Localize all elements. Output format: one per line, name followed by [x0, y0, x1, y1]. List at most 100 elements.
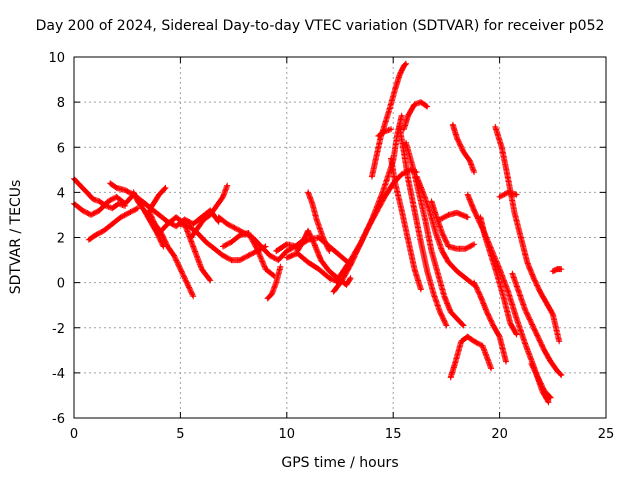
data-point: [217, 215, 220, 219]
data-point: [449, 310, 452, 314]
data-point: [270, 292, 274, 296]
data-point: [389, 157, 393, 160]
data-point: [157, 213, 161, 217]
data-point: [174, 225, 178, 228]
data-point: [117, 202, 120, 205]
data-point: [536, 376, 540, 379]
series-arc-22: [396, 123, 450, 329]
data-point: [411, 164, 414, 167]
data-point: [447, 261, 450, 264]
data-point: [200, 267, 203, 271]
data-point: [108, 182, 112, 185]
series-arc-12: [264, 263, 284, 302]
data-point: [221, 245, 225, 248]
data-point: [338, 274, 342, 278]
data-point: [274, 249, 278, 253]
data-point: [415, 175, 418, 178]
data-point: [302, 238, 306, 241]
data-point: [436, 272, 440, 275]
data-point: [400, 209, 403, 212]
data-point: [226, 184, 229, 187]
data-point: [464, 247, 467, 250]
data-point: [419, 240, 423, 244]
data-points: [71, 60, 565, 406]
data-point: [551, 313, 554, 316]
data-point: [472, 340, 476, 343]
data-point: [532, 276, 535, 280]
data-point: [432, 292, 435, 296]
data-point: [153, 222, 157, 226]
data-marker-trace: [464, 333, 495, 372]
data-point: [430, 200, 433, 203]
series-arc-37: [528, 360, 554, 401]
data-point: [381, 191, 384, 194]
data-point: [494, 125, 497, 129]
data-point: [509, 322, 512, 325]
series-arc-29: [449, 121, 478, 176]
data-point: [234, 227, 237, 230]
data-point: [523, 308, 527, 311]
data-point: [398, 73, 401, 77]
data-marker-trace: [464, 191, 552, 406]
data-marker-trace: [437, 209, 471, 223]
series-arc-14: [283, 250, 343, 286]
data-point: [85, 191, 88, 194]
data-point: [266, 297, 269, 300]
data-marker-trace: [337, 112, 405, 279]
series-arc-3: [85, 205, 141, 243]
data-point: [87, 238, 91, 241]
data-point: [157, 231, 161, 235]
data-point: [426, 270, 429, 273]
data-point: [313, 243, 316, 246]
data-point: [89, 213, 93, 217]
data-point: [217, 220, 220, 223]
x-tick-label: 25: [598, 427, 615, 442]
data-point: [208, 279, 212, 282]
data-point: [136, 206, 140, 210]
series-arc-32: [471, 279, 509, 365]
data-point: [536, 335, 540, 338]
data-point: [511, 272, 514, 275]
data-point: [370, 175, 374, 178]
data-point: [466, 215, 469, 219]
data-point: [481, 344, 484, 347]
data-point: [419, 100, 423, 104]
data-point: [402, 150, 406, 153]
data-point: [277, 258, 280, 262]
x-axis-label: GPS time / hours: [281, 455, 399, 471]
data-point: [398, 125, 401, 129]
series-arc-5: [130, 189, 167, 250]
data-point: [123, 188, 127, 192]
data-point: [543, 349, 546, 352]
data-point: [506, 290, 510, 293]
data-point: [434, 213, 437, 217]
data-point: [340, 279, 344, 282]
data-point: [492, 324, 495, 327]
data-point: [191, 222, 195, 226]
data-point: [466, 193, 469, 196]
data-point: [453, 362, 457, 366]
data-point: [79, 184, 82, 187]
data-point: [549, 360, 552, 363]
series-arc-38: [549, 266, 565, 275]
y-tick-label: -4: [52, 367, 65, 382]
data-point: [455, 247, 459, 250]
data-point: [157, 193, 161, 196]
axis-ticks: 0 5 10 15 20 25 -6 -4 -2 0 2 4 6 8 10: [48, 51, 614, 442]
data-point: [440, 231, 444, 235]
data-point: [132, 191, 135, 194]
data-point: [164, 186, 167, 190]
data-point: [230, 258, 233, 262]
series-arc-25: [413, 173, 478, 288]
series-arc-7: [156, 214, 214, 284]
data-point: [557, 340, 561, 343]
x-tick-label: 15: [385, 427, 402, 442]
data-point: [496, 274, 499, 278]
x-tick-label: 5: [176, 427, 184, 442]
data-point: [189, 236, 193, 239]
data-point: [111, 222, 114, 226]
data-point: [94, 234, 97, 237]
data-point: [396, 132, 399, 135]
data-point: [479, 294, 482, 298]
y-tick-label: 8: [57, 96, 65, 111]
